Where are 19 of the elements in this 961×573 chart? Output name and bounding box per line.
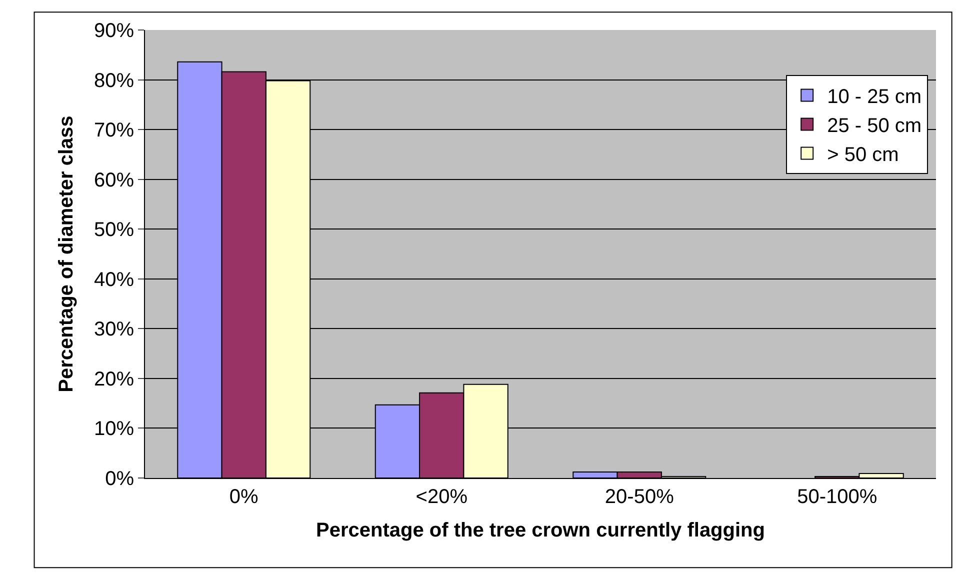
x-tick-label: 50-100%	[797, 486, 878, 508]
legend-label: > 50 cm	[827, 144, 899, 166]
legend-label: 25 - 50 cm	[827, 115, 922, 138]
y-tick-label: 30%	[94, 318, 134, 341]
y-tick-label: 40%	[94, 268, 134, 291]
legend-label: 10 - 25 cm	[827, 86, 922, 108]
y-tick-label: 70%	[94, 120, 134, 142]
x-tick-label: 20-50%	[604, 486, 674, 508]
y-tick-label: 90%	[94, 20, 134, 42]
y-tick-label: 20%	[94, 368, 134, 390]
y-tick-label: 10%	[94, 418, 134, 440]
y-axis-title: Percentage of diameter class	[55, 116, 78, 392]
y-tick-label: 50%	[94, 219, 134, 242]
x-axis-title: Percentage of the tree crown currently flagging	[316, 520, 765, 542]
x-tick-label: 0%	[229, 486, 259, 508]
y-tick-label: 0%	[105, 468, 134, 490]
x-tick-label: <20%	[416, 486, 468, 508]
y-tick-label: 80%	[94, 70, 134, 92]
y-tick-label: 60%	[94, 169, 134, 192]
